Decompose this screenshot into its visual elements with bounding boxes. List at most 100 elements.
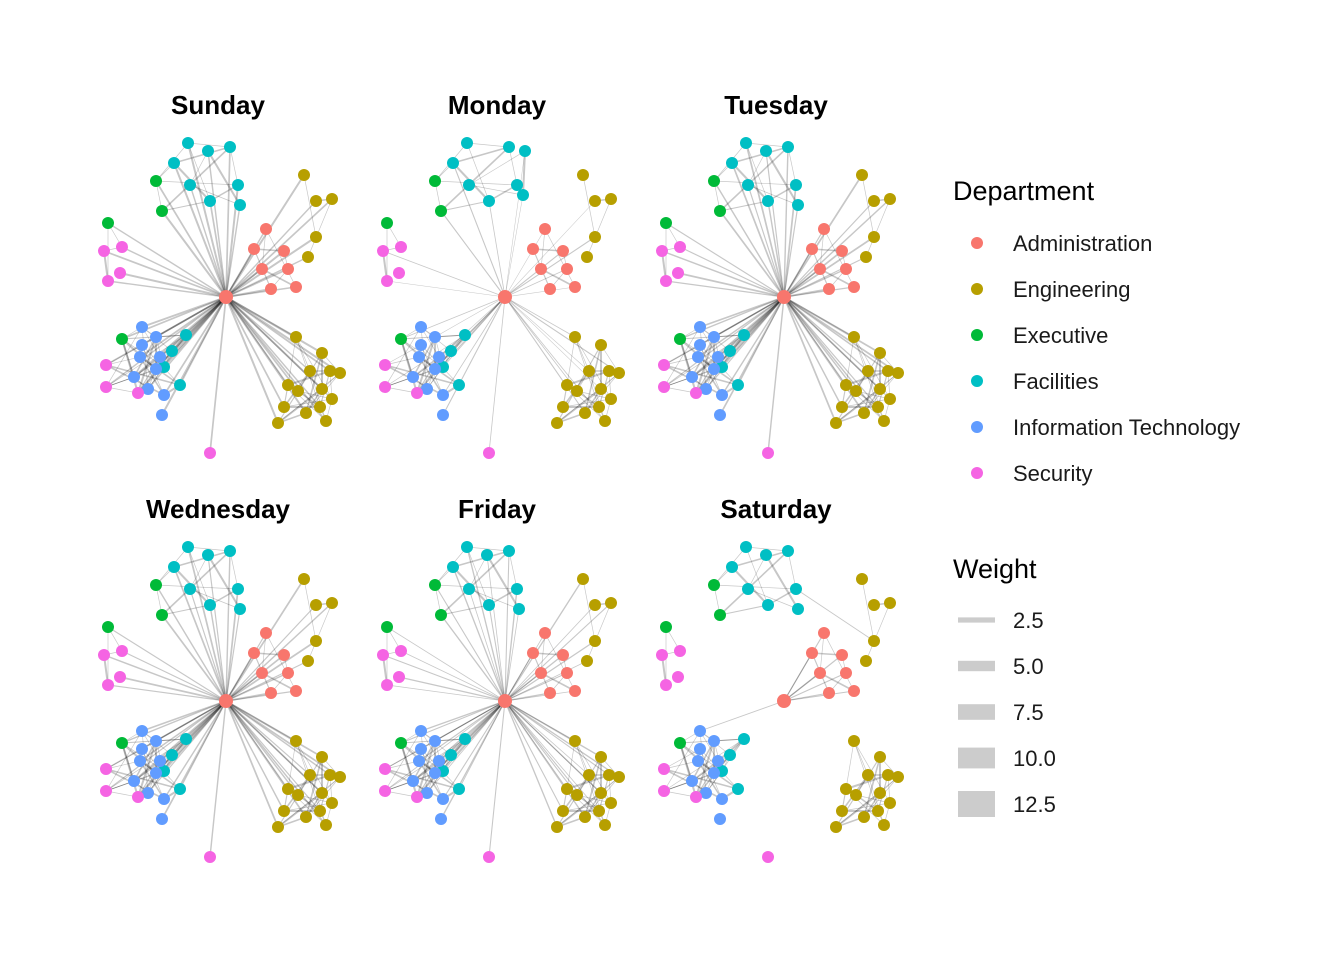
node-administration: [260, 223, 272, 235]
edge: [225, 700, 311, 776]
edge: [442, 296, 506, 416]
edge: [105, 364, 181, 386]
edge: [225, 296, 341, 374]
node-information-technology: [415, 725, 427, 737]
edge: [384, 700, 506, 770]
edge: [418, 760, 444, 800]
panel-tuesday: Tuesday: [656, 90, 904, 459]
node-engineering: [862, 769, 874, 781]
node-administration: [544, 283, 556, 295]
node-facilities: [483, 195, 495, 207]
node-engineering: [595, 383, 607, 395]
edge: [504, 672, 542, 702]
node-security: [483, 851, 495, 863]
edge: [103, 250, 227, 298]
node-facilities: [503, 545, 515, 557]
node-engineering: [862, 365, 874, 377]
edge: [303, 174, 317, 238]
edge: [225, 660, 309, 702]
node-engineering: [298, 573, 310, 585]
legend-weight-label: 2.5: [1013, 608, 1044, 633]
edge: [783, 288, 830, 298]
edge: [767, 296, 785, 454]
edge: [225, 640, 317, 702]
node-engineering: [272, 417, 284, 429]
edge: [189, 184, 227, 298]
edge: [225, 248, 255, 298]
node-engineering: [577, 573, 589, 585]
legend-label-facilities: Facilities: [1013, 369, 1099, 394]
node-information-technology: [158, 793, 170, 805]
edge: [540, 228, 546, 270]
nodes-monday: [377, 137, 625, 459]
node-engineering: [884, 797, 896, 809]
edge: [853, 336, 869, 372]
edge: [105, 344, 143, 366]
node-security: [116, 645, 128, 657]
node-engineering: [599, 415, 611, 427]
node-administration: [806, 243, 818, 255]
edge: [466, 546, 506, 702]
edge: [225, 296, 297, 338]
edge: [783, 296, 847, 386]
edge: [508, 550, 518, 590]
panel-title-monday: Monday: [448, 90, 547, 120]
panel-title-wednesday: Wednesday: [146, 494, 291, 524]
node-information-technology: [156, 409, 168, 421]
node-security: [102, 275, 114, 287]
edge: [504, 692, 551, 702]
node-engineering: [324, 365, 336, 377]
node-engineering: [595, 787, 607, 799]
edge: [582, 578, 596, 642]
edge: [678, 741, 698, 799]
legend-weight-label: 5.0: [1013, 654, 1044, 679]
edge: [137, 760, 161, 798]
node-facilities: [166, 749, 178, 761]
edge: [225, 268, 289, 298]
edge: [399, 741, 419, 799]
node-facilities: [174, 379, 186, 391]
edge: [187, 142, 227, 298]
node-engineering: [304, 365, 316, 377]
edge: [295, 336, 311, 372]
edge: [442, 296, 506, 396]
edge: [139, 700, 227, 762]
node-engineering: [878, 819, 890, 831]
edge: [171, 700, 227, 756]
node-security: [393, 671, 405, 683]
edge: [747, 184, 785, 298]
edge: [562, 802, 612, 812]
node-engineering: [302, 251, 314, 263]
legend-weight-2.5: 2.5: [958, 608, 1044, 633]
edge: [107, 626, 227, 702]
node-information-technology: [413, 755, 425, 767]
node-engineering: [878, 415, 890, 427]
node-security: [100, 763, 112, 775]
edge: [468, 588, 520, 610]
edge: [783, 672, 821, 702]
edge: [229, 146, 239, 186]
node-executive: [674, 737, 686, 749]
edge: [107, 222, 227, 298]
edge: [835, 372, 899, 424]
edge: [783, 204, 799, 298]
node-engineering: [589, 635, 601, 647]
node-security: [98, 245, 110, 257]
node-information-technology: [708, 767, 720, 779]
edge: [783, 296, 891, 400]
node-engineering: [310, 599, 322, 611]
node-information-technology: [686, 775, 698, 787]
edge: [187, 546, 227, 702]
edge: [743, 296, 785, 336]
edge: [434, 180, 518, 186]
edge: [679, 338, 693, 378]
edge: [305, 352, 323, 414]
edge: [719, 146, 789, 212]
node-engineering: [569, 735, 581, 747]
edge: [415, 335, 437, 395]
edge: [225, 296, 289, 386]
node-information-technology: [437, 793, 449, 805]
edge: [161, 700, 227, 820]
edge: [504, 578, 584, 702]
node-information-technology: [415, 339, 427, 351]
